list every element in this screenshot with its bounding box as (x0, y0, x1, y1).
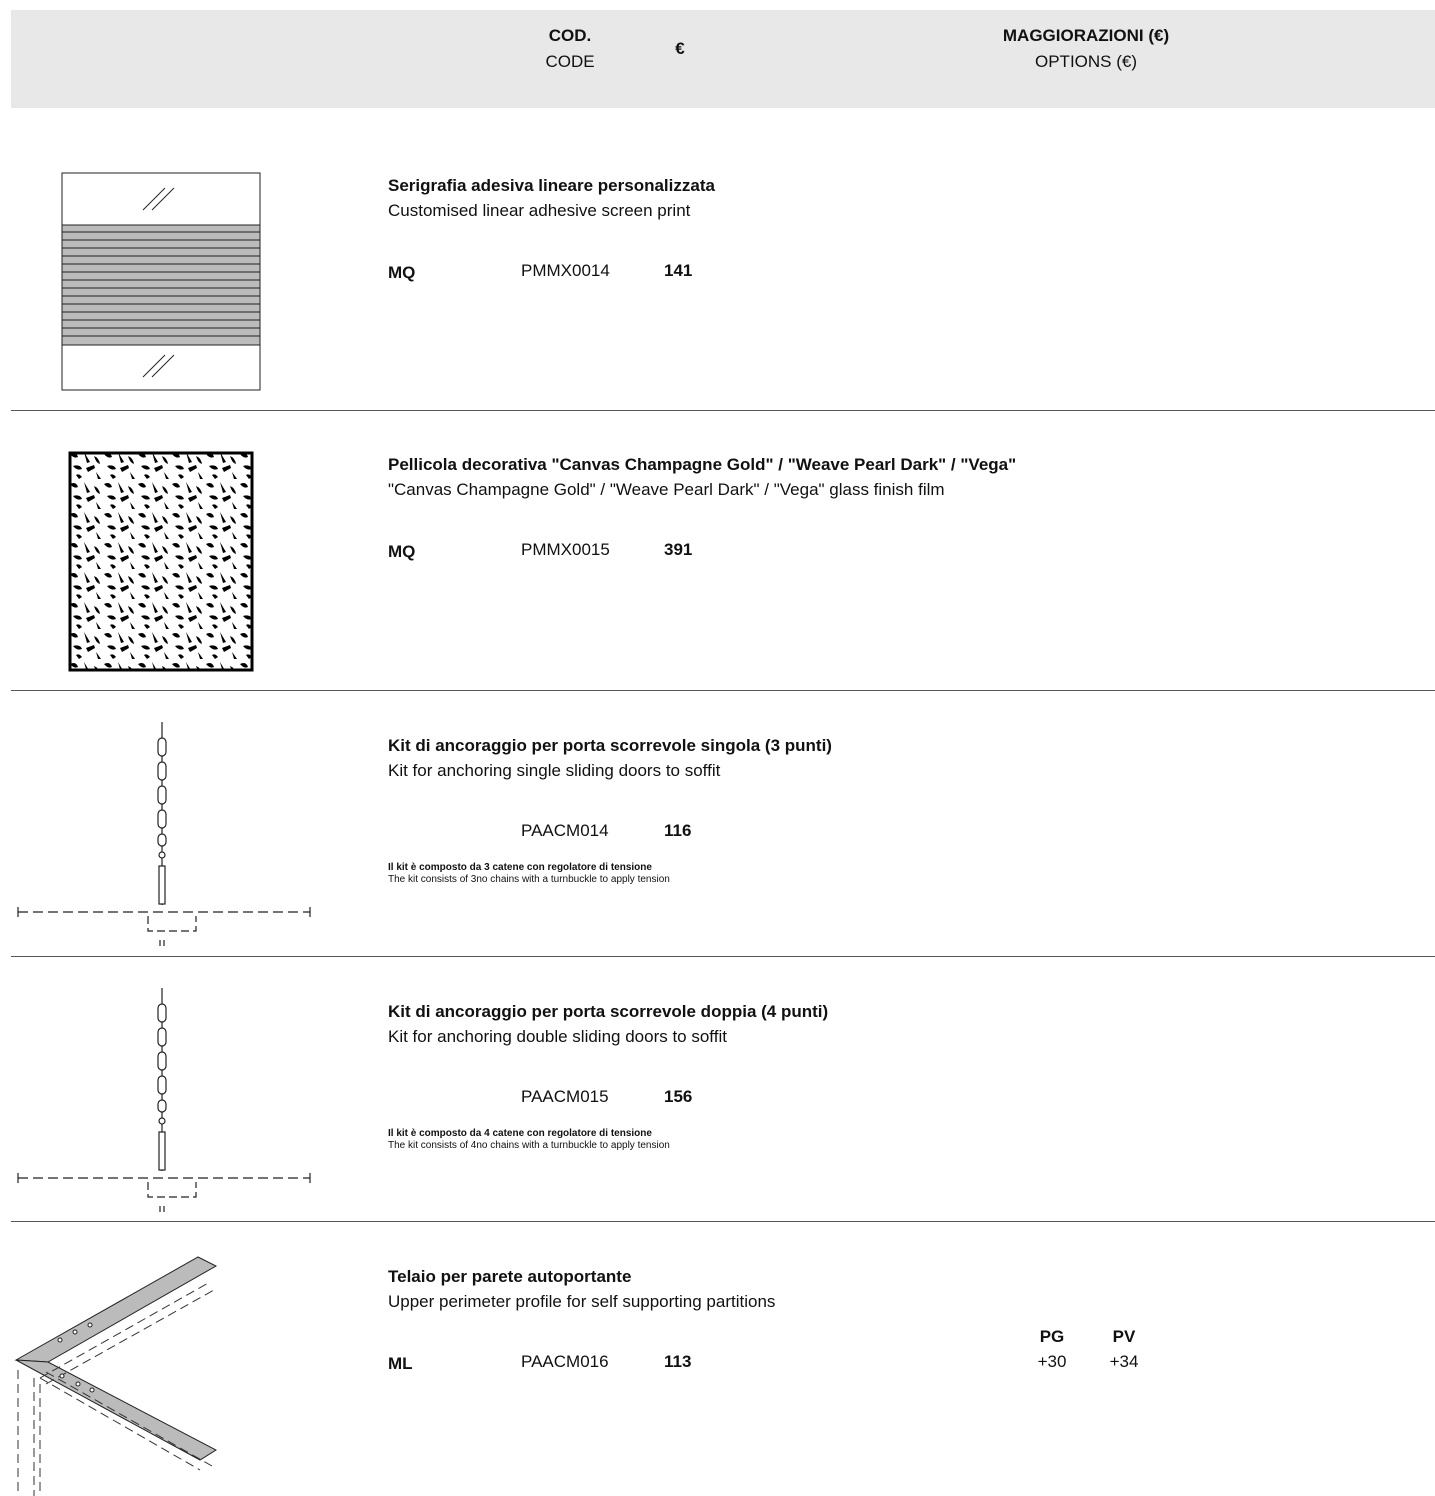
item-subtitle: Kit for anchoring double sliding doors t… (388, 1027, 727, 1046)
separator (11, 410, 1435, 411)
unit: MQ (388, 263, 416, 282)
item-title: Pellicola decorativa "Canvas Champagne G… (388, 455, 1017, 474)
price: 391 (664, 540, 693, 559)
option-label: PG (1039, 1327, 1065, 1346)
code: PAACM016 (521, 1352, 609, 1371)
option-value: +34 (1109, 1352, 1139, 1371)
code: PAACM014 (521, 821, 609, 840)
header-band (11, 10, 1435, 108)
separator (11, 690, 1435, 691)
code: PMMX0014 (521, 261, 610, 280)
price: 113 (664, 1352, 692, 1371)
separator (11, 1221, 1435, 1222)
note: Il kit è composto da 3 catene con regola… (388, 862, 652, 873)
code: PAACM015 (521, 1087, 609, 1106)
item-title: Kit di ancoraggio per porta scorrevole d… (388, 1002, 829, 1021)
item-subtitle: Upper perimeter profile for self support… (388, 1292, 776, 1311)
price: 156 (664, 1087, 693, 1106)
separator (11, 956, 1435, 957)
item-subtitle: Customised linear adhesive screen print (388, 201, 691, 220)
options-heading-en: OPTIONS (€) (1034, 52, 1138, 71)
illustrations (14, 172, 311, 1496)
item-subtitle: "Canvas Champagne Gold" / "Weave Pearl D… (388, 480, 945, 499)
stripes (61, 224, 261, 346)
unit: ML (388, 1354, 413, 1373)
item-title: Kit di ancoraggio per porta scorrevole s… (388, 736, 832, 755)
note-en: The kit consists of 4no chains with a tu… (388, 1140, 670, 1151)
options-heading: MAGGIORAZIONI (€) (1002, 26, 1170, 45)
price-heading: € (675, 39, 685, 58)
option-value: +30 (1037, 1352, 1067, 1371)
option-label: PV (1112, 1327, 1136, 1346)
item-title: Serigrafia adesiva lineare personalizzat… (388, 176, 715, 195)
note: Il kit è composto da 4 catene con regola… (388, 1128, 652, 1139)
item-subtitle: Kit for anchoring single sliding doors t… (388, 761, 721, 780)
code-heading: COD. (548, 26, 592, 45)
item-title: Telaio per parete autoportante (388, 1267, 632, 1286)
code: PMMX0015 (521, 540, 610, 559)
price: 141 (664, 261, 693, 280)
code-heading-en: CODE (545, 52, 595, 71)
unit: MQ (388, 542, 416, 561)
note-en: The kit consists of 3no chains with a tu… (388, 874, 670, 885)
price: 116 (664, 821, 692, 840)
